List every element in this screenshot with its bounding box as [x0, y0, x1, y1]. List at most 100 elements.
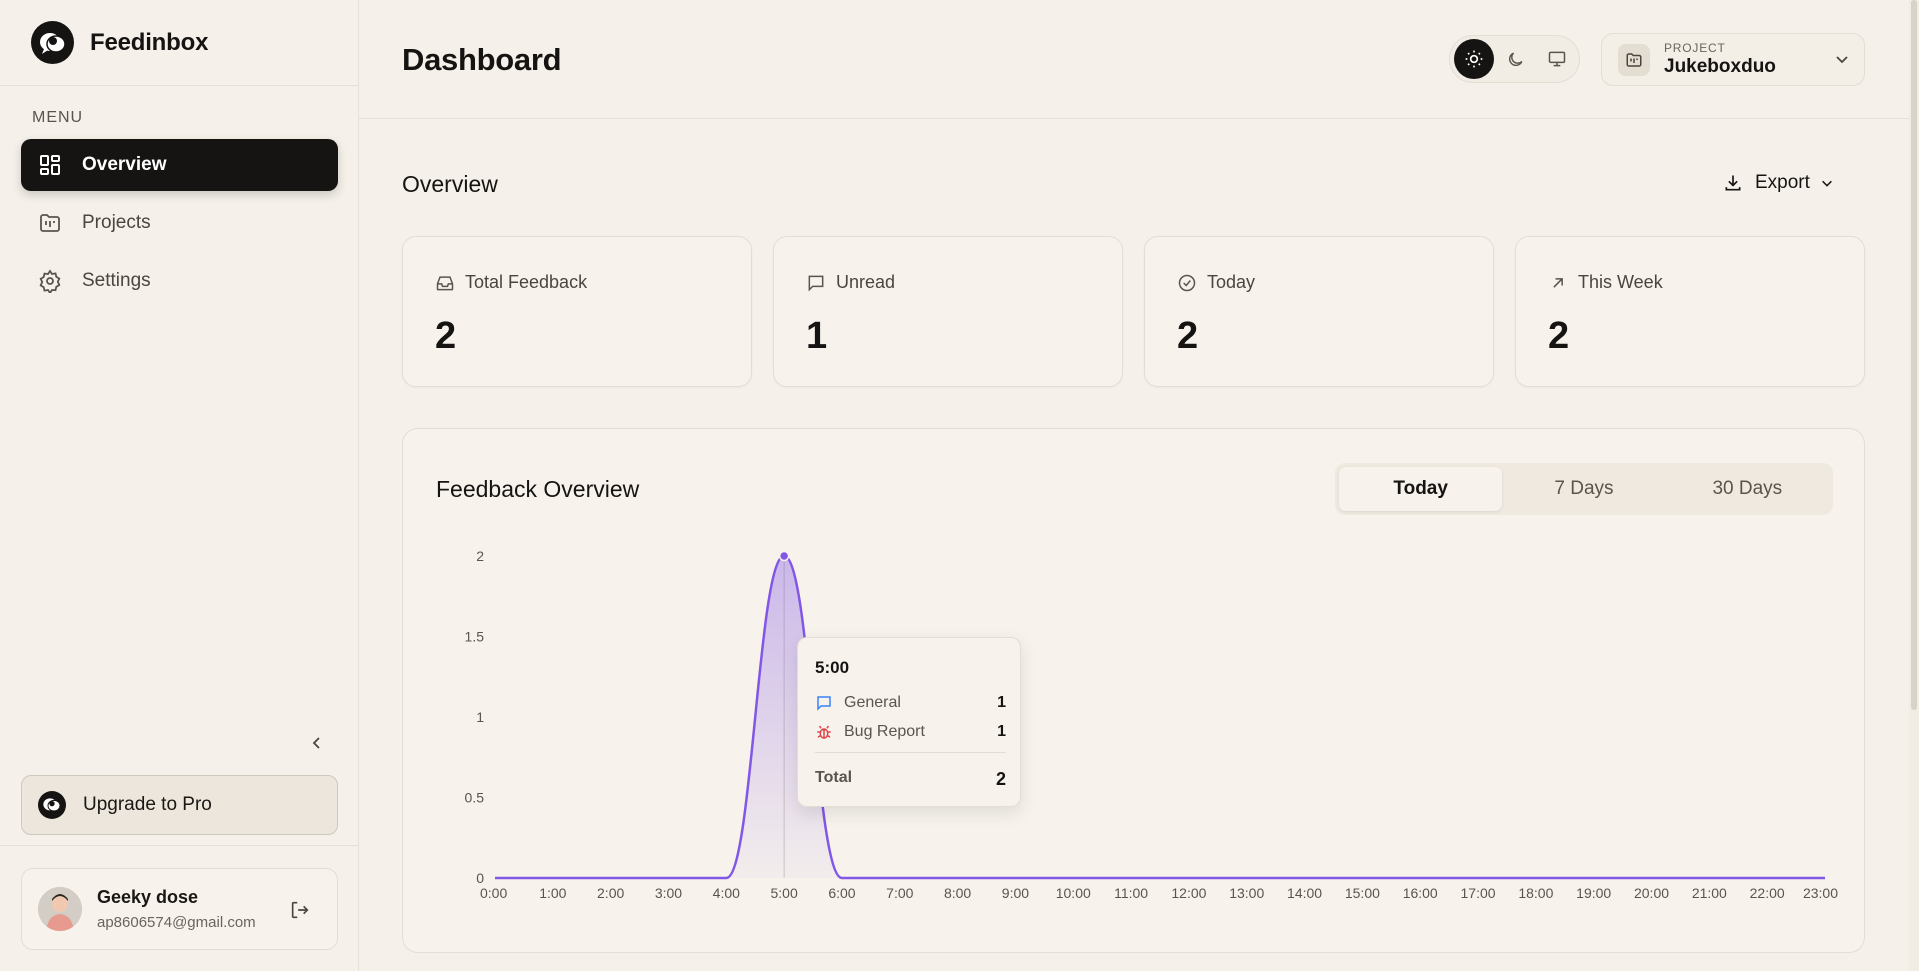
divider: [815, 752, 1006, 753]
chart-tooltip: 5:00 General 1 Bug Report 1 Total 2: [797, 637, 1021, 807]
page-title: Dashboard: [402, 42, 562, 77]
series-line: [494, 554, 1825, 880]
divider: [0, 845, 358, 846]
tab-7-days[interactable]: 7 Days: [1554, 478, 1614, 499]
sidebar-item-overview[interactable]: Overview: [21, 139, 338, 191]
theme-dark-button[interactable]: [1496, 39, 1536, 79]
x-tick-label: 7:00: [886, 885, 913, 901]
upgrade-button[interactable]: Upgrade to Pro: [21, 775, 338, 835]
project-caption: PROJECT: [1664, 41, 1726, 55]
range-tabs: Today 7 Days 30 Days: [1335, 463, 1833, 515]
tooltip-row-general: General 1: [815, 694, 1006, 712]
overview-title: Overview: [402, 171, 498, 197]
x-tick-label: 5:00: [771, 885, 798, 901]
collapse-sidebar-button[interactable]: [305, 731, 329, 755]
x-tick-label: 12:00: [1171, 885, 1206, 901]
x-tick-label: 20:00: [1634, 885, 1669, 901]
tooltip-total: Total 2: [815, 769, 1006, 790]
sidebar-item-label: Projects: [82, 212, 151, 233]
x-tick-label: 15:00: [1345, 885, 1380, 901]
x-tick-label: 19:00: [1576, 885, 1611, 901]
x-tick-label: 3:00: [655, 885, 682, 901]
y-tick-label: 1: [476, 709, 484, 725]
feedback-area-chart: 00.511.520:00 1:00 2:00 3:00 4:00 5:00 6:00 7:0…: [465, 548, 1839, 901]
export-label: Export: [1755, 172, 1810, 193]
upgrade-label: Upgrade to Pro: [83, 794, 212, 815]
sidebar-nav: Overview Projects Settings: [21, 139, 338, 313]
bug-icon: [817, 725, 831, 739]
tooltip-total-label: Total: [815, 769, 853, 786]
logout-button[interactable]: [287, 897, 313, 923]
user-info: Geeky dose ap8606574@gmail.com: [97, 887, 256, 931]
x-tick-label: 17:00: [1461, 885, 1496, 901]
stat-value: 2: [1177, 315, 1199, 357]
tooltip-total-value: 2: [995, 769, 1006, 789]
sun-icon: [1465, 50, 1483, 68]
x-tick-label: 14:00: [1287, 885, 1322, 901]
check-circle-icon: [1178, 274, 1196, 291]
sidebar-item-projects[interactable]: Projects: [21, 197, 338, 249]
y-tick-label: 0: [476, 870, 484, 886]
folder-kanban-icon: [1618, 43, 1650, 76]
inbox-icon: [436, 275, 454, 290]
sidebar-item-settings[interactable]: Settings: [21, 255, 338, 307]
user-card: Geeky dose ap8606574@gmail.com: [21, 868, 338, 950]
x-tick-label: 6:00: [828, 885, 855, 901]
scrollbar-thumb[interactable]: [1911, 0, 1917, 710]
tab-today[interactable]: Today: [1339, 467, 1503, 511]
stat-card-total-feedback: Total Feedback 2: [402, 236, 752, 387]
sidebar-item-label: Overview: [82, 154, 167, 175]
y-tick-label: 2: [476, 548, 484, 564]
moon-icon: [1509, 52, 1523, 66]
x-tick-label: 1:00: [539, 885, 566, 901]
message-square-icon: [808, 275, 824, 291]
stat-value: 1: [806, 315, 828, 357]
chevron-left-icon: [312, 737, 320, 749]
x-tick-label: 23:00: [1803, 885, 1838, 901]
x-tick-label: 21:00: [1692, 885, 1727, 901]
x-tick-label: 9:00: [1002, 885, 1029, 901]
stat-label: Unread: [836, 272, 896, 292]
x-tick-label: 18:00: [1518, 885, 1553, 901]
x-tick-label: 11:00: [1114, 885, 1148, 901]
download-icon: [1725, 175, 1741, 191]
brand-name: Feedinbox: [90, 28, 209, 56]
tooltip-label: General: [844, 694, 901, 711]
tooltip-label: Bug Report: [844, 723, 925, 740]
top-header: Dashboard PROJECT Juke: [359, 0, 1919, 119]
menu-heading: MENU: [32, 109, 84, 126]
sidebar-item-label: Settings: [82, 270, 151, 291]
project-selector[interactable]: PROJECT Jukeboxduo: [1601, 33, 1865, 86]
chevron-down-icon: [1836, 56, 1848, 64]
feedinbox-logo-icon: [38, 791, 66, 819]
x-tick-label: 4:00: [713, 885, 740, 901]
tooltip-value: 1: [997, 723, 1006, 740]
chevron-down-icon: [1821, 180, 1832, 187]
theme-toggle: [1449, 35, 1580, 83]
theme-system-button[interactable]: [1537, 39, 1577, 79]
stat-label: Total Feedback: [465, 272, 588, 292]
series-area: [495, 556, 1825, 878]
theme-light-button[interactable]: [1454, 39, 1494, 79]
stat-card-today: Today 2: [1144, 236, 1494, 387]
stat-label: This Week: [1578, 272, 1663, 292]
active-data-point: [778, 550, 790, 562]
tooltip-row-bug-report: Bug Report 1: [815, 723, 1006, 741]
avatar[interactable]: [38, 887, 82, 931]
x-tick-label: 16:00: [1403, 885, 1438, 901]
user-email: ap8606574@gmail.com: [97, 914, 256, 931]
monitor-icon: [1548, 51, 1566, 67]
x-tick-label: 22:00: [1750, 885, 1785, 901]
chart-title: Feedback Overview: [436, 476, 640, 502]
feedinbox-logo-icon: [31, 21, 74, 64]
brand[interactable]: Feedinbox: [0, 0, 358, 86]
export-button[interactable]: Export: [1723, 166, 1857, 200]
sidebar: Feedinbox MENU Overview Projects: [0, 0, 359, 971]
stat-value: 2: [1548, 315, 1570, 357]
stat-card-this-week: This Week 2: [1515, 236, 1865, 387]
stat-card-unread: Unread 1: [773, 236, 1123, 387]
project-name: Jukeboxduo: [1664, 56, 1776, 77]
x-tick-label: 0:00: [480, 885, 507, 901]
x-tick-label: 8:00: [944, 885, 971, 901]
tab-30-days[interactable]: 30 Days: [1712, 478, 1783, 499]
